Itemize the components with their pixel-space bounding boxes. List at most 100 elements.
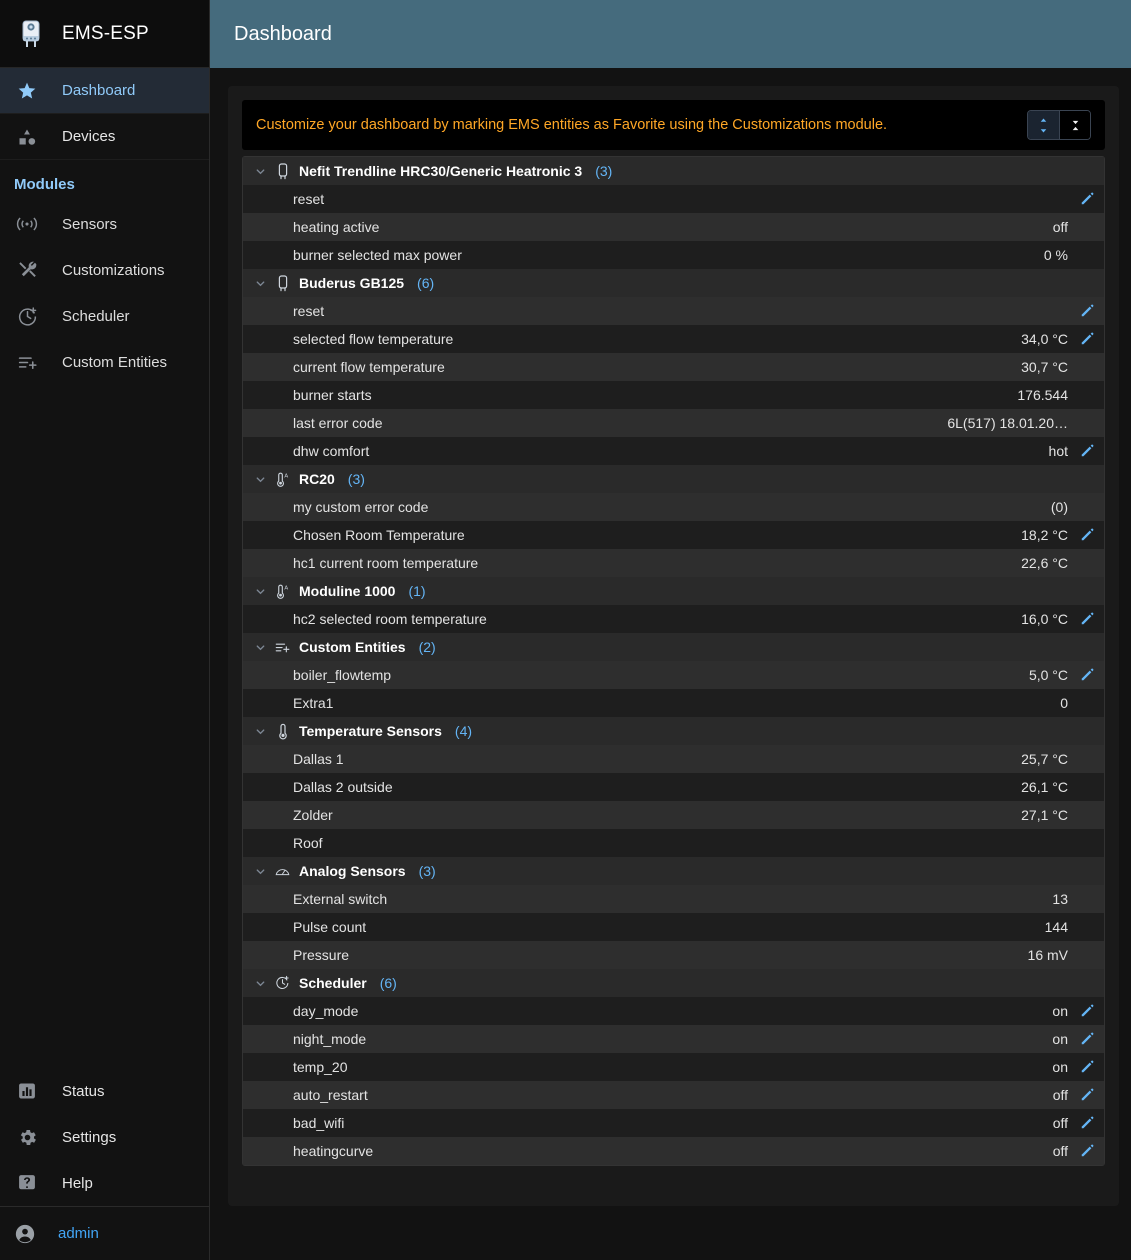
edit-pencil-icon[interactable] bbox=[1068, 1060, 1094, 1074]
chevron-down-icon[interactable] bbox=[255, 278, 266, 289]
sidebar-item-label: Settings bbox=[62, 1128, 117, 1146]
boiler-device-icon bbox=[275, 162, 290, 180]
entity-name: Chosen Room Temperature bbox=[293, 527, 465, 543]
entity-group-header[interactable]: A RC20 (3) bbox=[243, 465, 1104, 493]
devices-icon bbox=[14, 127, 40, 147]
edit-pencil-icon[interactable] bbox=[1068, 1004, 1094, 1018]
entity-row[interactable]: External switch 13 bbox=[243, 885, 1104, 913]
chevron-down-icon[interactable] bbox=[255, 978, 266, 989]
entity-row[interactable]: burner starts 176.544 bbox=[243, 381, 1104, 409]
entity-row[interactable]: heatingcurve off bbox=[243, 1137, 1104, 1165]
edit-pencil-icon[interactable] bbox=[1068, 304, 1094, 318]
entity-name: Zolder bbox=[293, 807, 333, 823]
edit-pencil-icon[interactable] bbox=[1068, 192, 1094, 206]
entity-row[interactable]: Extra1 0 bbox=[243, 689, 1104, 717]
entity-group-header[interactable]: Analog Sensors (3) bbox=[243, 857, 1104, 885]
entity-row[interactable]: Zolder 27,1 °C bbox=[243, 801, 1104, 829]
entity-row[interactable]: heating active off bbox=[243, 213, 1104, 241]
entity-row[interactable]: night_mode on bbox=[243, 1025, 1104, 1053]
sidebar-item-devices[interactable]: Devices bbox=[0, 114, 209, 160]
entity-group-name: Custom Entities bbox=[299, 639, 406, 655]
edit-pencil-icon[interactable] bbox=[1068, 332, 1094, 346]
edit-pencil-icon[interactable] bbox=[1068, 528, 1094, 542]
entity-row[interactable]: dhw comfort hot bbox=[243, 437, 1104, 465]
edit-pencil-icon[interactable] bbox=[1068, 444, 1094, 458]
sidebar-item-label: Scheduler bbox=[62, 307, 130, 325]
entity-row[interactable]: current flow temperature 30,7 °C bbox=[243, 353, 1104, 381]
sidebar-user-admin[interactable]: admin bbox=[0, 1206, 209, 1260]
entity-row[interactable]: day_mode on bbox=[243, 997, 1104, 1025]
entity-group-name: Scheduler bbox=[299, 975, 367, 991]
entity-row[interactable]: temp_20 on bbox=[243, 1053, 1104, 1081]
sidebar-item-settings[interactable]: Settings bbox=[0, 1114, 209, 1160]
chevron-down-icon[interactable] bbox=[255, 726, 266, 737]
entity-row[interactable]: boiler_flowtemp 5,0 °C bbox=[243, 661, 1104, 689]
edit-pencil-icon[interactable] bbox=[1068, 1116, 1094, 1130]
entity-group-header[interactable]: Buderus GB125 (6) bbox=[243, 269, 1104, 297]
sidebar-item-status[interactable]: Status bbox=[0, 1068, 209, 1114]
entity-row[interactable]: last error code 6L(517) 18.01.20… bbox=[243, 409, 1104, 437]
entity-group-header[interactable]: Scheduler (6) bbox=[243, 969, 1104, 997]
entity-row[interactable]: hc1 current room temperature 22,6 °C bbox=[243, 549, 1104, 577]
entity-value: off bbox=[1052, 219, 1068, 235]
entity-group-header[interactable]: Temperature Sensors (4) bbox=[243, 717, 1104, 745]
entity-name: hc2 selected room temperature bbox=[293, 611, 487, 627]
entity-row[interactable]: selected flow temperature 34,0 °C bbox=[243, 325, 1104, 353]
entity-name: selected flow temperature bbox=[293, 331, 454, 347]
entity-group-name: Nefit Trendline HRC30/Generic Heatronic … bbox=[299, 163, 583, 179]
entity-row[interactable]: reset bbox=[243, 185, 1104, 213]
entity-value: on bbox=[1052, 1059, 1068, 1075]
edit-pencil-icon[interactable] bbox=[1068, 1088, 1094, 1102]
entity-row[interactable]: Pressure 16 mV bbox=[243, 941, 1104, 969]
entity-name: my custom error code bbox=[293, 499, 429, 515]
entity-value: 5,0 °C bbox=[1028, 667, 1068, 683]
entity-name: Pulse count bbox=[293, 919, 367, 935]
entity-row[interactable]: Dallas 2 outside 26,1 °C bbox=[243, 773, 1104, 801]
chevron-down-icon[interactable] bbox=[255, 474, 266, 485]
entity-row[interactable]: Pulse count 144 bbox=[243, 913, 1104, 941]
sidebar-item-dashboard[interactable]: Dashboard bbox=[0, 68, 209, 114]
entity-row[interactable]: reset bbox=[243, 297, 1104, 325]
edit-pencil-icon[interactable] bbox=[1068, 612, 1094, 626]
expand-all-button[interactable] bbox=[1028, 111, 1059, 139]
main-area: Dashboard Customize your dashboard by ma… bbox=[210, 0, 1131, 1260]
chevron-down-icon[interactable] bbox=[255, 866, 266, 877]
edit-pencil-icon[interactable] bbox=[1068, 1032, 1094, 1046]
customize-notice: Customize your dashboard by marking EMS … bbox=[242, 100, 1105, 150]
entity-name: Extra1 bbox=[293, 695, 334, 711]
entity-group-count: (3) bbox=[595, 163, 613, 179]
entity-row[interactable]: bad_wifi off bbox=[243, 1109, 1104, 1137]
edit-pencil-icon[interactable] bbox=[1068, 668, 1094, 682]
edit-pencil-icon[interactable] bbox=[1068, 1144, 1094, 1158]
entity-group-header[interactable]: Nefit Trendline HRC30/Generic Heatronic … bbox=[243, 157, 1104, 185]
collapse-all-button[interactable] bbox=[1059, 111, 1090, 139]
gauge-icon bbox=[275, 864, 290, 878]
entity-row[interactable]: Dallas 1 25,7 °C bbox=[243, 745, 1104, 773]
sidebar-item-sensors[interactable]: Sensors bbox=[0, 201, 209, 247]
chevron-down-icon[interactable] bbox=[255, 586, 266, 597]
entity-value: off bbox=[1052, 1115, 1068, 1131]
sidebar-item-custom-entities[interactable]: Custom Entities bbox=[0, 339, 209, 385]
chevron-down-icon[interactable] bbox=[255, 166, 266, 177]
sidebar-item-customizations[interactable]: Customizations bbox=[0, 247, 209, 293]
entity-row[interactable]: burner selected max power 0 % bbox=[243, 241, 1104, 269]
entity-group-count: (3) bbox=[418, 863, 436, 879]
entity-group-header[interactable]: A Moduline 1000 (1) bbox=[243, 577, 1104, 605]
sidebar-item-scheduler[interactable]: Scheduler bbox=[0, 293, 209, 339]
sidebar: EMS-ESP Dashboard Devices Modules bbox=[0, 0, 210, 1260]
entity-row[interactable]: Roof bbox=[243, 829, 1104, 857]
entity-row[interactable]: hc2 selected room temperature 16,0 °C bbox=[243, 605, 1104, 633]
sidebar-item-label: Devices bbox=[62, 128, 116, 145]
entity-name: heating active bbox=[293, 219, 380, 235]
sidebar-item-label: Sensors bbox=[62, 215, 118, 233]
chevron-down-icon[interactable] bbox=[255, 642, 266, 653]
entity-row[interactable]: Chosen Room Temperature 18,2 °C bbox=[243, 521, 1104, 549]
notice-text: Customize your dashboard by marking EMS … bbox=[256, 117, 888, 133]
entity-value: hot bbox=[1048, 443, 1068, 459]
entity-row[interactable]: auto_restart off bbox=[243, 1081, 1104, 1109]
entity-value: 34,0 °C bbox=[1021, 331, 1068, 347]
entity-row[interactable]: my custom error code (0) bbox=[243, 493, 1104, 521]
entity-group-header[interactable]: Custom Entities (2) bbox=[243, 633, 1104, 661]
sidebar-item-help[interactable]: Help bbox=[0, 1160, 209, 1206]
